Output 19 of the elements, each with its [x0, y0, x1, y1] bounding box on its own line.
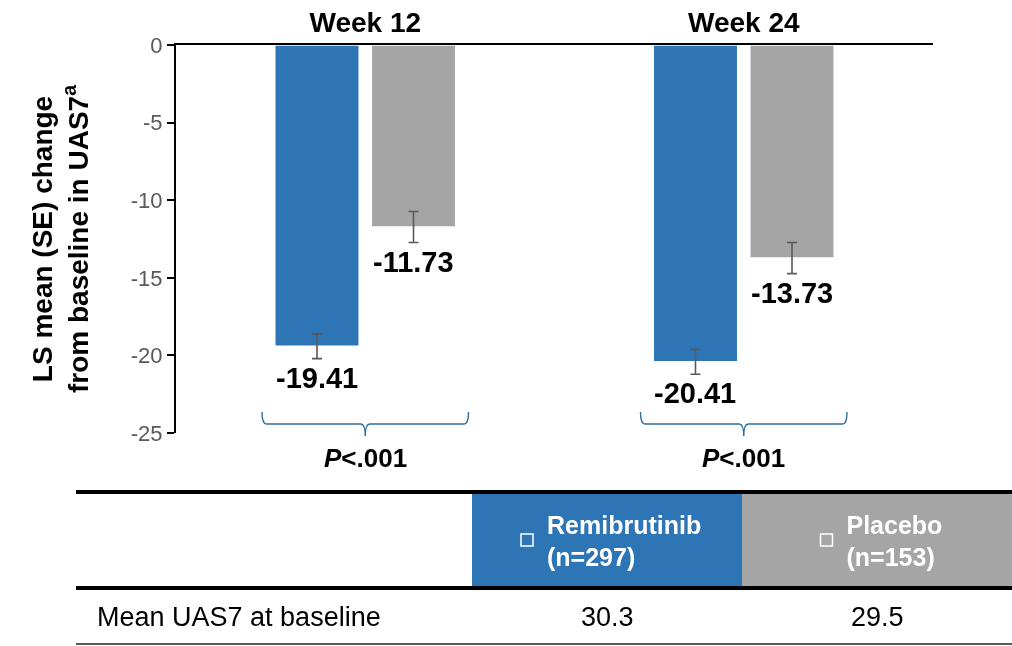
y-tick-label: -15 [130, 265, 163, 291]
data-label: -19.41 [276, 362, 359, 394]
text: 30.3 [581, 602, 634, 632]
y-tick-label: -5 [143, 110, 163, 136]
legend-label: Placebo (n=153) [846, 510, 943, 571]
text: P<.001 [324, 443, 408, 473]
y-tick-label: -10 [130, 187, 163, 213]
legend-label: Remibrutinib (n=297) [547, 510, 702, 571]
text: 29.5 [851, 602, 904, 632]
text: P<.001 [702, 443, 786, 473]
data-label: -13.73 [751, 277, 834, 309]
data-label: -11.73 [373, 246, 454, 278]
y-tick-label: 0 [150, 32, 163, 58]
y-tick-label: -25 [130, 420, 163, 446]
y-tick-label: -20 [130, 343, 163, 369]
x-tick-label: Week 24 [687, 6, 800, 38]
x-tick-label: Week 12 [309, 6, 422, 38]
text: Mean UAS7 at baseline [97, 602, 381, 632]
data-label: -20.41 [654, 377, 737, 409]
